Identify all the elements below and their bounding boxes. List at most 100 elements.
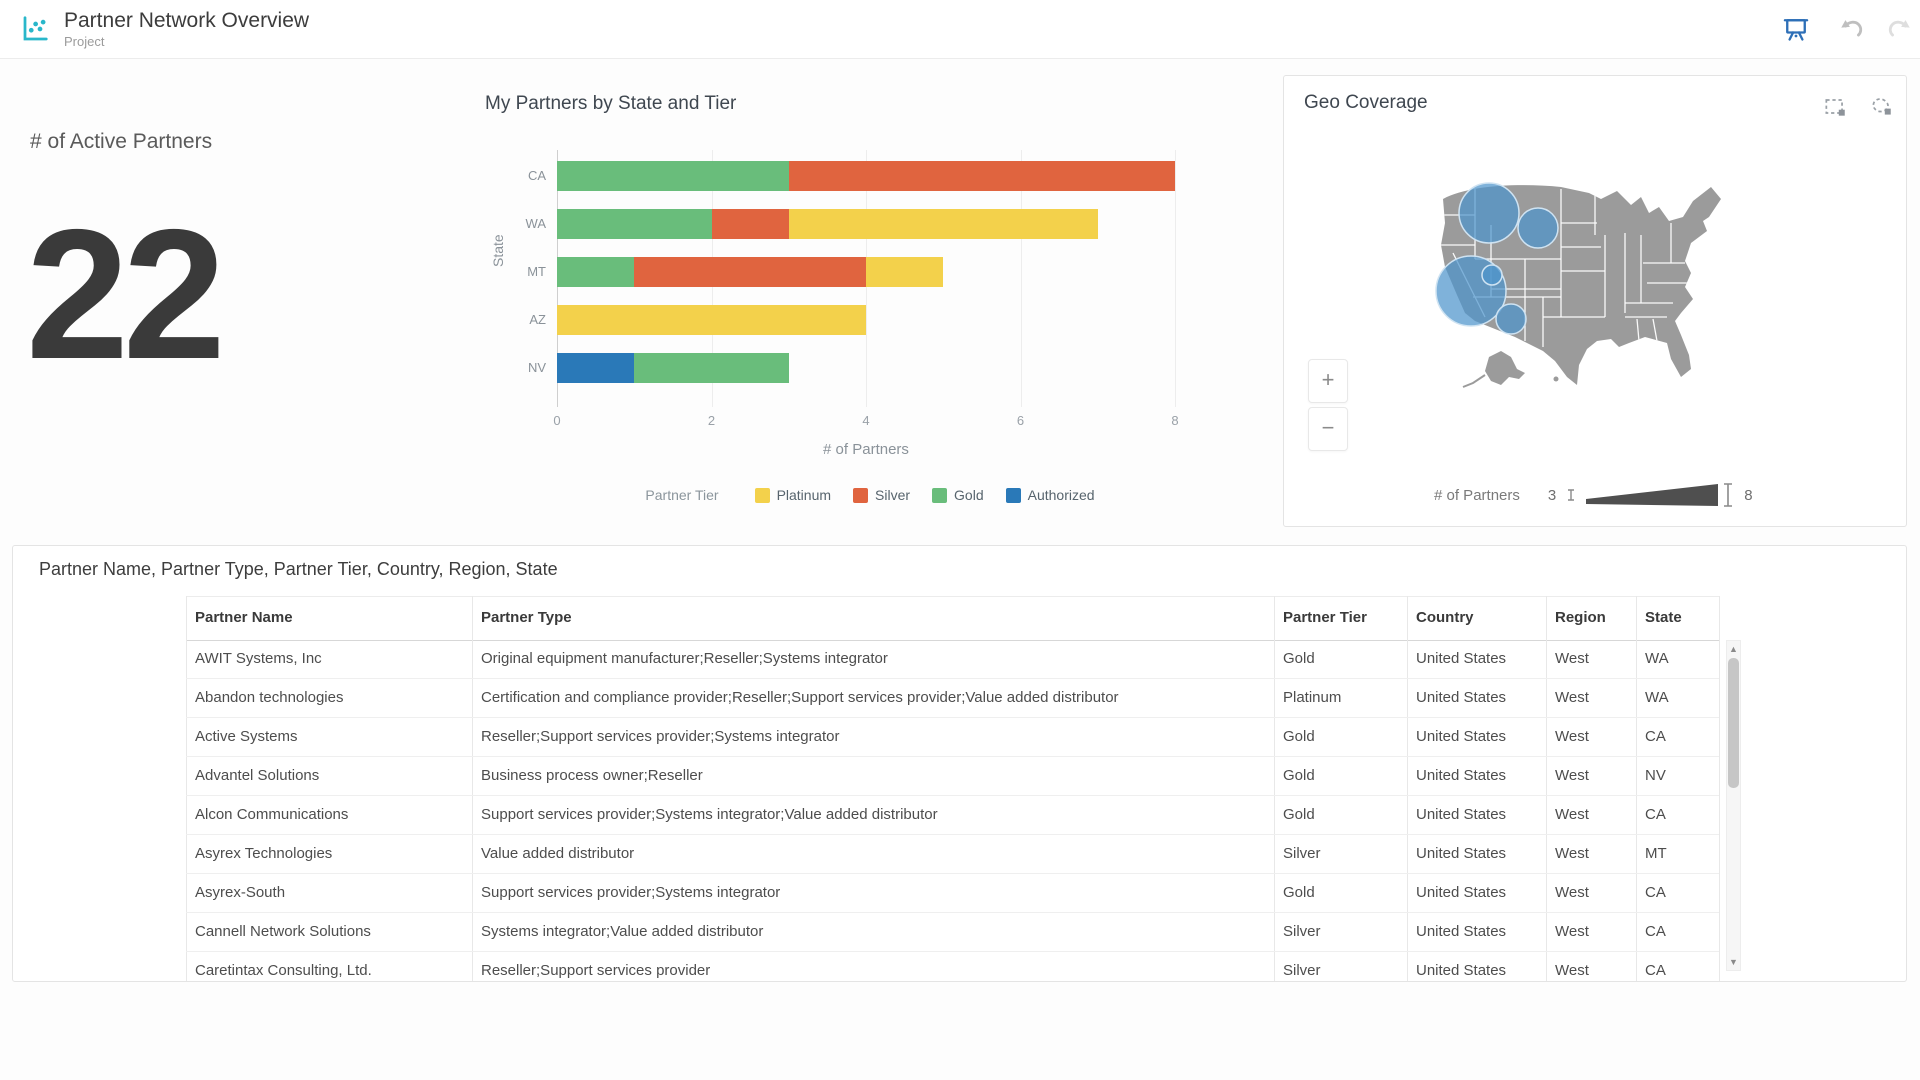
- legend-swatch-silver: [853, 487, 869, 503]
- y-tick-NV: NV: [527, 360, 546, 375]
- cell-r4-region: West: [1555, 767, 1589, 784]
- map-zoom-out-button[interactable]: −: [1308, 407, 1348, 451]
- map-bubble-MT[interactable]: [1517, 207, 1559, 249]
- map-zoom-in-button[interactable]: +: [1308, 359, 1348, 403]
- map-bubble-AZ[interactable]: [1495, 303, 1527, 335]
- table-row-4[interactable]: Advantel Solutions Business process owner…: [186, 757, 1719, 796]
- table-row-9[interactable]: Caretintax Consulting, Ltd. Reseller;Supp…: [186, 952, 1719, 981]
- column-header-country[interactable]: Country: [1416, 609, 1474, 626]
- column-separator-0: [186, 596, 187, 981]
- table-header-top-border: [186, 596, 1719, 597]
- us-bubble-map[interactable]: [1429, 171, 1759, 406]
- table-row-5[interactable]: Alcon Communications Support services pro…: [186, 796, 1719, 835]
- x-tick-2: 2: [707, 413, 716, 428]
- bar-segment-WA-platinum[interactable]: [788, 209, 1098, 239]
- scatter-chart-icon: [20, 14, 50, 44]
- kpi-active-partners-value: 22: [26, 192, 226, 398]
- legend-item-silver[interactable]: Silver: [853, 487, 910, 503]
- partner-table-panel: Partner Name, Partner Type, Partner Tier…: [12, 545, 1907, 982]
- gridline-x-8: [1175, 150, 1176, 407]
- bar-segment-AZ-platinum[interactable]: [557, 305, 866, 335]
- table-row-8[interactable]: Cannell Network Solutions Systems integra…: [186, 913, 1719, 952]
- bar-CA[interactable]: [557, 161, 1175, 191]
- cell-r3-partner-name: Active Systems: [195, 728, 298, 745]
- bar-segment-CA-silver[interactable]: [788, 161, 1175, 191]
- cell-r7-partner-tier: Gold: [1283, 884, 1315, 901]
- cell-r6-partner-name: Asyrex Technologies: [195, 845, 333, 862]
- table-row-7[interactable]: Asyrex-South Support services provider;Sy…: [186, 874, 1719, 913]
- legend-item-gold[interactable]: Gold: [932, 487, 984, 503]
- presentation-screen-icon[interactable]: [1782, 15, 1810, 43]
- bar-segment-MT-platinum[interactable]: [866, 257, 944, 287]
- cell-r5-country: United States: [1416, 806, 1507, 823]
- cell-r1-region: West: [1555, 650, 1589, 667]
- bar-segment-CA-gold[interactable]: [557, 161, 789, 191]
- bar-segment-NV-authorized[interactable]: [557, 353, 635, 383]
- bar-AZ[interactable]: [557, 305, 866, 335]
- table-scrollbar-thumb[interactable]: [1728, 658, 1739, 788]
- kpi-active-partners-label: # of Active Partners: [30, 130, 213, 153]
- column-header-region[interactable]: Region: [1555, 609, 1606, 626]
- column-separator-1: [472, 596, 473, 981]
- cell-r4-partner-name: Advantel Solutions: [195, 767, 320, 784]
- marquee-select-icon[interactable]: [1822, 94, 1848, 120]
- column-header-partner-tier[interactable]: Partner Tier: [1283, 609, 1367, 626]
- table-row-3[interactable]: Active Systems Reseller;Support services …: [186, 718, 1719, 757]
- x-tick-0: 0: [553, 413, 561, 428]
- scroll-up-arrow-icon[interactable]: ▲: [1729, 644, 1738, 654]
- bar-segment-MT-silver[interactable]: [634, 257, 866, 287]
- lasso-select-icon[interactable]: [1868, 94, 1894, 120]
- cell-r8-region: West: [1555, 923, 1589, 940]
- cell-r3-partner-type: Reseller;Support services provider;Syste…: [481, 728, 840, 745]
- y-tick-WA: WA: [525, 216, 546, 231]
- bar-MT[interactable]: [557, 257, 944, 287]
- legend-swatch-gold: [932, 487, 948, 503]
- cell-r2-partner-type: Certification and compliance provider;Re…: [481, 689, 1119, 706]
- column-header-partner-name[interactable]: Partner Name: [195, 609, 293, 626]
- cell-r3-state: CA: [1645, 728, 1666, 745]
- cell-r2-state: WA: [1645, 689, 1669, 706]
- cell-r4-partner-tier: Gold: [1283, 767, 1315, 784]
- cell-r5-partner-tier: Gold: [1283, 806, 1315, 823]
- cell-r1-partner-name: AWIT Systems, Inc: [195, 650, 322, 667]
- x-tick-8: 8: [1171, 413, 1179, 428]
- bar-segment-WA-gold[interactable]: [557, 209, 712, 239]
- legend-label-authorized: Authorized: [1027, 487, 1095, 503]
- bar-WA[interactable]: [557, 209, 1098, 239]
- y-tick-AZ: AZ: [529, 312, 546, 327]
- map-bubble-WA[interactable]: [1458, 182, 1520, 244]
- map-size-legend: # of Partners 3 8: [1434, 482, 1753, 508]
- cell-r7-country: United States: [1416, 884, 1507, 901]
- bar-segment-WA-silver[interactable]: [711, 209, 789, 239]
- redo-icon[interactable]: [1885, 15, 1913, 43]
- column-header-state[interactable]: State: [1645, 609, 1682, 626]
- table-header-bottom-border: [186, 640, 1719, 641]
- table-row-1[interactable]: AWIT Systems, Inc Original equipment manu…: [186, 640, 1719, 679]
- cell-r1-partner-tier: Gold: [1283, 650, 1315, 667]
- cell-r4-country: United States: [1416, 767, 1507, 784]
- legend-item-platinum[interactable]: Platinum: [754, 487, 831, 503]
- legend-item-authorized[interactable]: Authorized: [1005, 487, 1095, 503]
- bar-chart-partners-by-state: My Partners by State and Tier State CA WA…: [390, 75, 1290, 535]
- cell-r3-region: West: [1555, 728, 1589, 745]
- legend-swatch-authorized: [1005, 487, 1021, 503]
- map-legend-min: 3: [1547, 486, 1557, 504]
- top-bar: Partner Network Overview Project: [0, 0, 1920, 59]
- bar-chart-legend: Partner Tier Platinum Silver Gold Authorize…: [520, 487, 1220, 503]
- map-legend-label: # of Partners: [1434, 486, 1520, 504]
- bar-chart-y-axis-label: State: [490, 234, 506, 267]
- table-row-2[interactable]: Abandon technologies Certification and co…: [186, 679, 1719, 718]
- cell-r2-region: West: [1555, 689, 1589, 706]
- undo-icon[interactable]: [1838, 15, 1866, 43]
- bar-NV[interactable]: [557, 353, 789, 383]
- cell-r3-partner-tier: Gold: [1283, 728, 1315, 745]
- alaska-landmass: [1485, 351, 1525, 385]
- y-tick-CA: CA: [527, 168, 546, 183]
- map-bubble-NV[interactable]: [1481, 264, 1503, 286]
- table-row-6[interactable]: Asyrex Technologies Value added distribut…: [186, 835, 1719, 874]
- cell-r6-country: United States: [1416, 845, 1507, 862]
- bar-segment-MT-gold[interactable]: [557, 257, 635, 287]
- bar-segment-NV-gold[interactable]: [634, 353, 789, 383]
- scroll-down-arrow-icon[interactable]: ▼: [1729, 957, 1738, 967]
- column-header-partner-type[interactable]: Partner Type: [481, 609, 572, 626]
